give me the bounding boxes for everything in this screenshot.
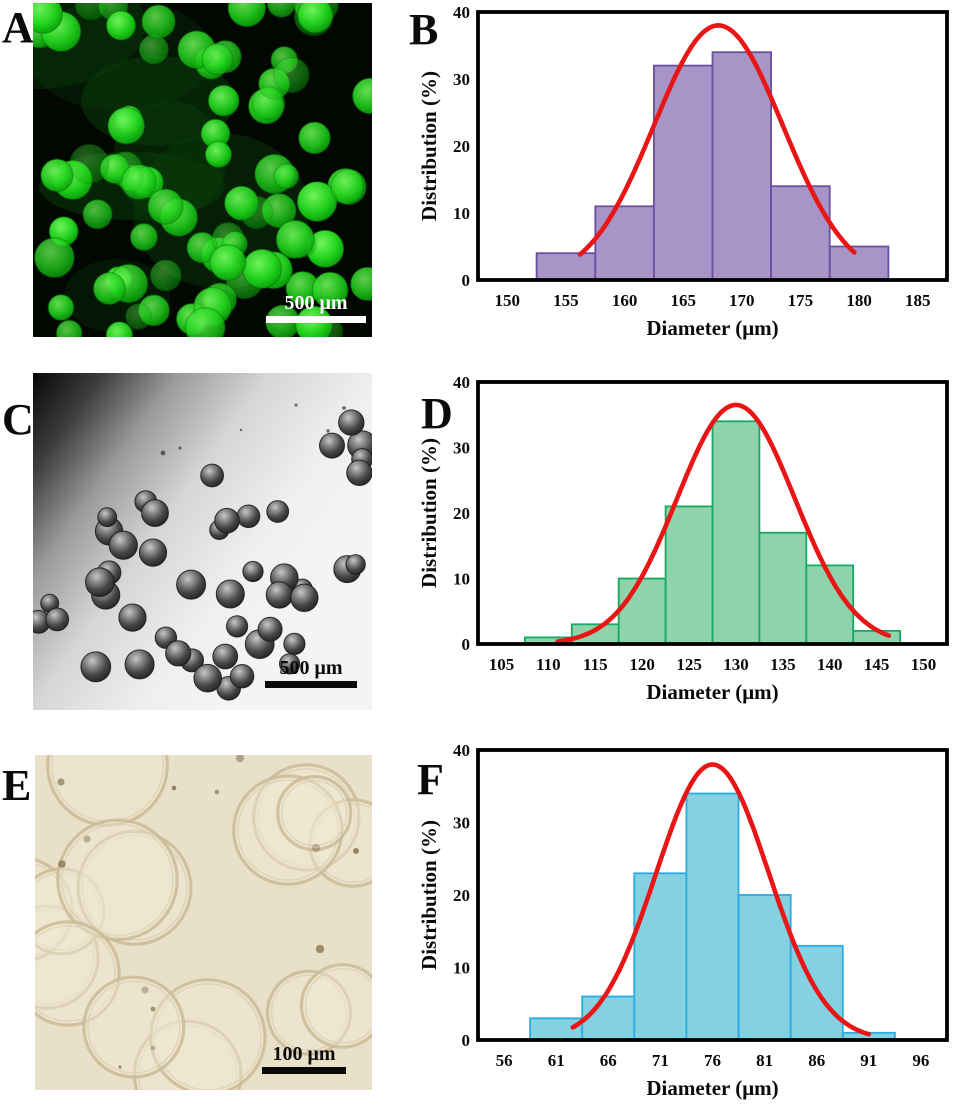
- x-tick-label: 175: [788, 291, 814, 310]
- y-tick-label: 20: [453, 504, 470, 523]
- histogram-chart-b: 0 10 20 30 40 150 155 160 165 170 175 180 185 Diamete…: [420, 3, 949, 340]
- y-tick-label: 40: [453, 3, 470, 22]
- y-tick-label: 30: [453, 439, 470, 458]
- optical-micrograph-image: [35, 755, 372, 1090]
- y-tick-label: 10: [453, 204, 470, 223]
- y-tick-label: 40: [453, 741, 470, 760]
- histogram-bar: [535, 252, 597, 281]
- x-tick-label: 91: [860, 1051, 877, 1070]
- scale-bar-e: 100 μm: [262, 1044, 346, 1074]
- x-tick-label: 135: [770, 655, 796, 674]
- gaussian-fit-curve: [577, 23, 857, 257]
- scale-bar-line: [266, 316, 366, 323]
- y-tick-label: 30: [453, 70, 470, 89]
- x-tick-label: 125: [676, 655, 702, 674]
- panel-label-d: D: [421, 389, 453, 438]
- histogram-bar: [770, 185, 831, 281]
- histogram-bar: [664, 505, 714, 645]
- gaussian-fit-curve: [555, 402, 892, 644]
- scale-bar-label: 100 μm: [272, 1043, 336, 1065]
- histogram-bar: [617, 577, 667, 645]
- y-tick-label: 20: [453, 886, 470, 905]
- x-tick-label: 170: [729, 291, 755, 310]
- scale-bar-label: 500 μm: [284, 292, 348, 314]
- histogram-chart-d: 0 10 20 30 40 105 110 115 120 125 130 135 140 145 150 D…: [420, 373, 949, 704]
- x-tick-label: 115: [583, 655, 608, 674]
- panel-e-micrograph: 100 μm: [35, 755, 372, 1090]
- panel-label-a: A: [2, 3, 34, 52]
- x-tick-label: 130: [723, 655, 749, 674]
- x-tick-label: 120: [629, 655, 655, 674]
- x-tick-label: 76: [704, 1051, 721, 1070]
- scale-bar-c: 500 μm: [265, 658, 357, 688]
- gaussian-fit-curve: [570, 762, 872, 1037]
- x-axis-title: Diameter (μm): [646, 680, 778, 704]
- histogram-bar: [711, 51, 772, 281]
- plot-border: [476, 748, 949, 1042]
- x-tick-label: 86: [808, 1051, 825, 1070]
- plot-border: [476, 10, 949, 282]
- scale-bar-line: [262, 1067, 346, 1074]
- histogram-bar: [685, 792, 740, 1041]
- x-tick-label: 185: [905, 291, 931, 310]
- y-tick-label: 0: [462, 271, 471, 290]
- histogram-bar: [529, 1017, 584, 1041]
- scale-bar-a: 500 μm: [266, 293, 366, 323]
- x-tick-label: 150: [495, 291, 521, 310]
- x-tick-label: 140: [817, 655, 843, 674]
- plot-border: [476, 380, 949, 646]
- panel-label-f: F: [417, 755, 444, 804]
- histogram-bar: [852, 629, 902, 645]
- x-tick-label: 71: [652, 1051, 669, 1070]
- histogram-bar: [652, 64, 714, 281]
- y-tick-label: 10: [453, 959, 470, 978]
- panel-a-micrograph: 500 μm: [33, 3, 372, 337]
- y-axis-title: Distribution (%): [420, 71, 441, 221]
- histogram-bar: [581, 995, 636, 1041]
- brightfield-micrograph-image: [33, 373, 372, 710]
- histogram-bar: [570, 623, 620, 645]
- y-tick-label: 0: [462, 1031, 471, 1050]
- scale-bar-line: [265, 681, 357, 688]
- panel-label-b: B: [409, 5, 439, 54]
- x-tick-label: 145: [864, 655, 890, 674]
- x-tick-label: 81: [756, 1051, 773, 1070]
- panel-c-micrograph: 500 μm: [33, 373, 372, 710]
- panel-label-c: C: [2, 395, 34, 444]
- histogram-bar: [737, 894, 792, 1041]
- x-axis-title: Diameter (μm): [646, 1076, 778, 1100]
- x-tick-label: 61: [548, 1051, 565, 1070]
- x-tick-label: 110: [536, 655, 561, 674]
- histogram-bar: [594, 205, 655, 281]
- histogram-bar: [711, 420, 761, 645]
- y-axis-title: Distribution (%): [420, 820, 441, 970]
- y-tick-label: 0: [462, 635, 471, 654]
- x-tick-label: 165: [670, 291, 696, 310]
- x-tick-label: 180: [846, 291, 872, 310]
- fluorescence-micrograph-image: [33, 3, 372, 337]
- histogram-bar: [758, 531, 808, 645]
- histogram-bar: [828, 245, 890, 281]
- x-tick-label: 96: [912, 1051, 929, 1070]
- histogram-bar: [633, 872, 688, 1042]
- x-tick-label: 155: [553, 291, 579, 310]
- y-tick-label: 40: [453, 373, 470, 392]
- x-tick-label: 66: [600, 1051, 617, 1070]
- scale-bar-label: 500 μm: [279, 657, 343, 679]
- y-tick-label: 30: [453, 814, 470, 833]
- x-tick-label: 105: [489, 655, 515, 674]
- x-axis-title: Diameter (μm): [646, 316, 778, 340]
- y-axis-title: Distribution (%): [420, 438, 441, 588]
- panel-label-e: E: [2, 761, 32, 810]
- x-tick-label: 150: [911, 655, 937, 674]
- y-tick-label: 10: [453, 570, 470, 589]
- y-tick-label: 20: [453, 137, 470, 156]
- histogram-chart-f: 0 10 20 30 40 56 61 66 71 76 81 86 91 96 Diameter (μm)…: [420, 741, 949, 1100]
- x-tick-label: 160: [612, 291, 638, 310]
- x-tick-label: 56: [496, 1051, 513, 1070]
